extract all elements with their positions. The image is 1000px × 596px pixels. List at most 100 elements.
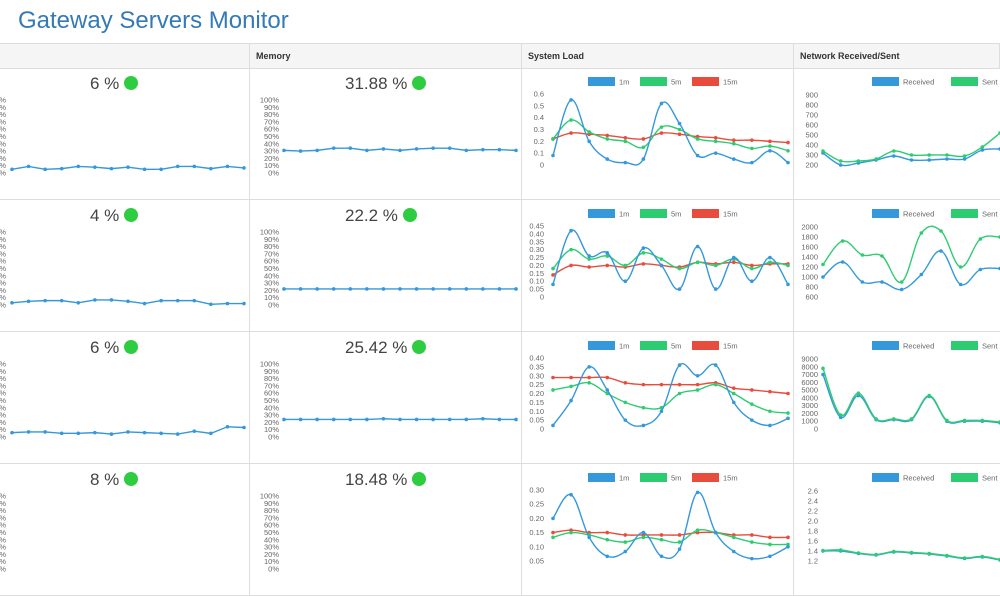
- legend-swatch: [951, 209, 978, 218]
- memory-point: [497, 147, 502, 152]
- load-1m-point: [659, 554, 664, 559]
- load-5m-point: [713, 139, 718, 144]
- load-tick-label: 0.05: [529, 416, 544, 425]
- network-tick-label: 7000: [801, 370, 818, 379]
- load-5m-point: [677, 127, 682, 132]
- cpu-tick-label: %: [0, 96, 6, 105]
- memory-tick-label: 90%: [264, 235, 279, 244]
- load-1m-point: [677, 287, 682, 291]
- load-5m-point: [641, 405, 646, 410]
- network-received-point: [840, 260, 845, 264]
- load-1m-point: [623, 549, 628, 554]
- network-cell: Received Sent 2.6 2.4 2.2 2.0 1.8 1.6 1.4 1.2: [794, 464, 1000, 596]
- memory-percent-value: 25.42 %: [345, 338, 408, 357]
- load-1m-point: [605, 554, 610, 559]
- load-tick-label: 0.4: [534, 113, 544, 122]
- network-received-point: [962, 157, 967, 161]
- server-row: 4 %%%%%%%%%%%%22.2 %100%90%80%70%60%50%4…: [0, 200, 1000, 332]
- memory-chart: 100%90%80%70%60%50%40%30%20%10%0%: [260, 228, 518, 310]
- network-received-point: [919, 272, 924, 277]
- cpu-tick-label: %: [0, 242, 6, 251]
- memory-point: [447, 417, 452, 422]
- load-tick-label: 0.1: [534, 149, 544, 158]
- memory-point: [398, 148, 402, 153]
- network-sent-point: [909, 417, 914, 421]
- legend-swatch: [588, 77, 615, 86]
- memory-point: [481, 287, 485, 291]
- load-1m-point: [786, 416, 790, 421]
- legend-swatch: [951, 473, 978, 482]
- load-15m-point: [713, 135, 718, 140]
- load-5m-point: [659, 257, 664, 261]
- load-1m-line: [552, 363, 789, 427]
- load-1m-point: [623, 160, 628, 165]
- network-tick-label: 1000: [801, 273, 818, 282]
- load-15m-point: [551, 273, 555, 277]
- load-15m-point: [641, 137, 646, 141]
- memory-percent-value: 22.2 %: [345, 206, 398, 225]
- network-cell: Received Sent 900 800 700 600 500 400 300 200: [794, 68, 1000, 200]
- cpu-point: [93, 298, 97, 302]
- network-tick-label: 400: [805, 141, 818, 150]
- cpu-point: [159, 167, 163, 172]
- memory-point: [514, 148, 518, 153]
- network-tick-label: 2.0: [808, 517, 818, 526]
- load-1m-point: [768, 255, 772, 260]
- load-1m-point: [551, 423, 555, 428]
- load-1m-point: [587, 365, 591, 369]
- load-5m-point: [569, 247, 573, 252]
- legend-swatch: [640, 209, 667, 218]
- load-5m-point: [731, 141, 736, 146]
- load-tick-label: 0.15: [529, 269, 544, 278]
- cpu-point: [76, 301, 81, 305]
- cpu-point: [26, 430, 31, 434]
- load-15m-point: [605, 375, 610, 380]
- load-15m-point: [750, 388, 754, 392]
- load-tick-label: 0.30: [529, 245, 544, 254]
- system-load-chart: 1m 5m 15m 0.30 0.25 0.20 0.15 0.10 0.05: [529, 473, 790, 566]
- network-tick-label: 0: [814, 425, 818, 434]
- load-1m-point: [677, 547, 682, 551]
- load-5m-point: [750, 402, 754, 406]
- load-15m-point: [587, 375, 591, 380]
- load-5m-point: [695, 137, 700, 141]
- network-tick-label: 800: [805, 283, 818, 292]
- memory-point: [481, 416, 485, 421]
- memory-tick-label: 50%: [264, 132, 279, 141]
- legend-label: Received: [903, 210, 934, 219]
- cpu-point: [59, 431, 64, 436]
- load-1m-point: [587, 535, 591, 540]
- cpu-tick-label: %: [0, 418, 6, 427]
- load-1m-point: [623, 279, 628, 284]
- memory-tick-label: 0%: [268, 301, 279, 310]
- load-5m-point: [731, 535, 736, 540]
- load-1m-point: [786, 160, 790, 165]
- memory-point: [348, 417, 353, 422]
- load-1m-point: [641, 530, 646, 535]
- network-sent-point: [945, 553, 949, 558]
- load-15m-point: [569, 375, 573, 380]
- cpu-point: [126, 165, 130, 169]
- load-tick-label: 0.3: [534, 125, 544, 134]
- legend-swatch: [640, 77, 667, 86]
- legend-label: 1m: [619, 342, 629, 351]
- network-tick-label: 900: [805, 91, 818, 100]
- memory-percent: 22.2 %: [345, 206, 417, 226]
- cpu-point: [26, 164, 31, 169]
- cpu-chart: %%%%%%%%%%%: [0, 228, 246, 310]
- network-sent-point: [821, 366, 825, 371]
- network-sent-point: [962, 154, 967, 158]
- cpu-tick-label: %: [0, 492, 6, 501]
- cpu-tick-label: %: [0, 301, 6, 310]
- network-received-line: [822, 250, 1000, 291]
- load-tick-label: 0.25: [529, 500, 544, 509]
- cpu-point: [225, 301, 230, 306]
- cpu-tick-label: %: [0, 521, 6, 530]
- cpu-cell: 4 %%%%%%%%%%%%: [0, 200, 250, 332]
- network-tick-label: 3000: [801, 401, 818, 410]
- cpu-tick-label: %: [0, 132, 6, 141]
- system-load-cell: 1m 5m 15m 0.40 0.35 0.30 0.25 0.20 0.15 0.10 0.05 0: [522, 332, 794, 464]
- network-sent-point: [958, 265, 963, 269]
- status-ok-icon: [412, 76, 427, 90]
- cpu-percent-value: 6 %: [90, 74, 120, 93]
